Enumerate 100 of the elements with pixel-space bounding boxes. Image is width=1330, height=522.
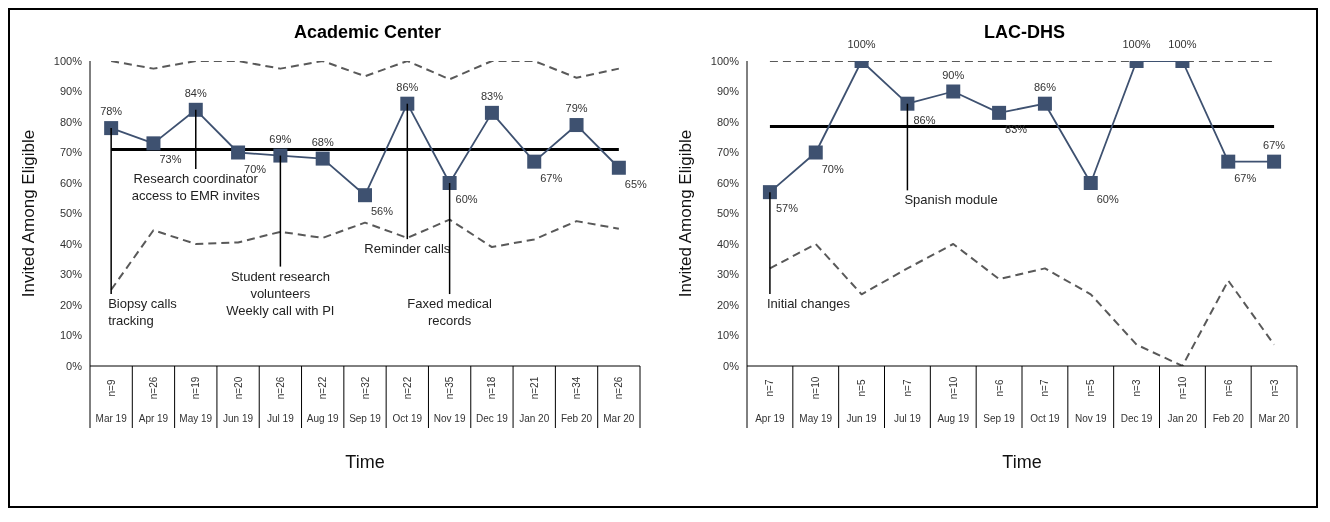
data-label: 100% [1122, 38, 1151, 50]
point [400, 96, 415, 111]
category-label: n=6 Sep 19 [983, 379, 1015, 424]
point [611, 160, 626, 175]
category-label: n=7 Apr 19 [755, 379, 785, 424]
y-tick-label: 60% [59, 176, 83, 189]
y-tick-label: 20% [59, 298, 83, 311]
category-label: n=26 Jul 19 [267, 376, 294, 424]
category-label: n=6 Feb 20 [1212, 379, 1244, 424]
point [146, 136, 161, 151]
annotation: Biopsy calls tracking [108, 296, 178, 329]
data-label: 73% [159, 153, 182, 166]
data-label: 86% [1033, 80, 1057, 93]
category-label: n=35 Nov 19 [433, 376, 466, 424]
point [1083, 176, 1098, 190]
category-label: n=7 Jul 19 [894, 379, 921, 424]
category-label: n=18 Dec 19 [476, 376, 508, 424]
category-label: n=20 Jun 19 [223, 376, 254, 424]
y-tick-label: 70% [716, 146, 740, 159]
category-label: n=5 Jun 19 [846, 379, 877, 424]
point [358, 188, 372, 203]
y-axis-title: Invited Among Eligible [19, 129, 39, 298]
point [188, 102, 203, 117]
category-label: n=22 Aug 19 [306, 376, 339, 424]
category-label: n=32 Sep 19 [349, 376, 381, 424]
data-label: 56% [371, 205, 394, 218]
data-label: 86% [396, 80, 419, 93]
data-label: 86% [913, 113, 936, 126]
point [1037, 96, 1052, 111]
category-label: n=3 Mar 20 [1258, 379, 1290, 424]
point [992, 105, 1007, 120]
y-axis-title: Invited Among Eligible [676, 129, 696, 298]
data-label: 79% [565, 102, 588, 115]
annotation: Faxed medical records [407, 296, 492, 329]
y-tick-label: 40% [716, 237, 740, 250]
data-label: 90% [942, 68, 965, 81]
point [900, 96, 915, 111]
chart-title: Academic Center [292, 22, 443, 42]
data-label: 100% [1168, 38, 1197, 50]
x-axis-title: Time [1002, 452, 1042, 472]
y-tick-label: 70% [59, 146, 83, 159]
y-tick-label: 10% [59, 329, 83, 342]
data-label: 68% [311, 135, 334, 148]
category-label: n=3 Dec 19 [1120, 379, 1153, 424]
x-axis-title: Time [345, 452, 385, 472]
category-label: n=26 Mar 20 [603, 376, 635, 424]
data-label: 69% [269, 132, 292, 145]
point [1267, 154, 1282, 169]
data-label: 65% [624, 177, 648, 190]
annotation: Spanish module [904, 192, 998, 208]
data-label: 67% [1234, 171, 1257, 184]
data-label: 70% [244, 162, 267, 175]
y-tick-label: 50% [59, 207, 83, 220]
line-series [110, 61, 620, 81]
category-label: n=10 Aug 19 [937, 376, 970, 424]
y-tick-label: 0% [66, 359, 83, 372]
y-tick-label: 90% [716, 85, 740, 98]
point [808, 145, 823, 160]
category-label: n=34 Feb 20 [560, 376, 593, 424]
y-tick-label: 0% [723, 359, 740, 372]
point [484, 105, 499, 120]
data-label: 60% [455, 193, 478, 205]
category-label: n=5 Nov 19 [1074, 379, 1107, 424]
y-tick-label: 20% [716, 298, 740, 311]
y-tick-label: 30% [59, 268, 83, 281]
y-tick-label: 40% [59, 237, 83, 250]
point [569, 118, 584, 133]
data-label: 67% [540, 171, 563, 184]
category-label: n=21 Jan 20 [519, 376, 550, 424]
y-tick-label: 80% [59, 115, 83, 128]
point [315, 151, 330, 166]
category-label: n=10 Jan 20 [1167, 376, 1198, 424]
data-label: 70% [821, 162, 844, 175]
data-label: 67% [1263, 138, 1286, 151]
y-tick-label: 100% [53, 54, 83, 67]
point [527, 154, 542, 169]
point [104, 121, 119, 136]
annotation: Initial changes [766, 296, 851, 312]
annotation: Student research volunteers Weekly call with PI [226, 268, 335, 318]
y-tick-label: 100% [710, 54, 740, 67]
category-label: n=10 May 19 [799, 376, 833, 424]
data-label: 83% [480, 89, 504, 102]
y-tick-label: 90% [59, 85, 83, 98]
category-label: n=9 Mar 19 [95, 379, 127, 424]
data-label: 78% [100, 105, 123, 118]
data-label: 100% [847, 38, 876, 50]
category-label: n=19 May 19 [179, 376, 213, 424]
category-label: n=26 Apr 19 [138, 376, 169, 424]
data-label: 57% [775, 202, 799, 215]
chart-title: LAC-DHS [983, 22, 1066, 42]
point [231, 145, 246, 160]
y-tick-label: 80% [716, 115, 740, 128]
point [442, 176, 457, 190]
point [946, 84, 961, 99]
data-label: 60% [1096, 193, 1119, 205]
y-tick-label: 10% [716, 329, 740, 342]
category-label: n=7 Oct 19 [1030, 379, 1060, 424]
point [1221, 154, 1236, 169]
y-tick-label: 30% [716, 268, 740, 281]
data-label: 84% [184, 86, 207, 99]
